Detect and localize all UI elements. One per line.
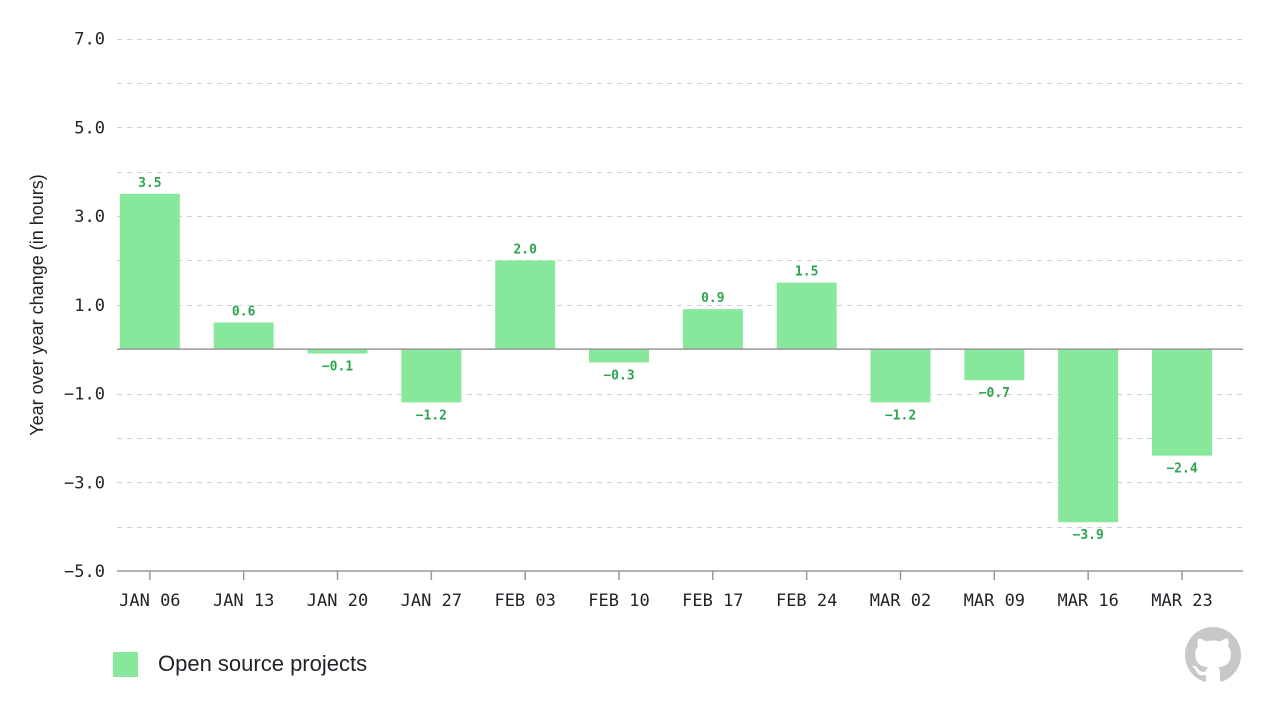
bar bbox=[213, 322, 274, 350]
data-label: 2.0 bbox=[513, 242, 537, 257]
x-tick-label: FEB 10 bbox=[588, 591, 649, 611]
x-tick-label: JAN 20 bbox=[307, 591, 368, 611]
y-tick-label: 1.0 bbox=[74, 296, 105, 316]
bar bbox=[1152, 349, 1213, 456]
x-tick-label: FEB 17 bbox=[682, 591, 743, 611]
y-axis-label: Year over year change (in hours) bbox=[27, 174, 47, 435]
y-tick-label: 5.0 bbox=[74, 118, 105, 138]
data-label: −0.1 bbox=[322, 360, 353, 375]
data-label: 1.5 bbox=[795, 265, 818, 280]
data-label: −1.2 bbox=[885, 408, 916, 423]
x-tick-label: JAN 27 bbox=[401, 591, 462, 611]
github-icon bbox=[1185, 627, 1241, 682]
legend-label: Open source projects bbox=[158, 651, 368, 676]
bar bbox=[776, 282, 837, 350]
y-tick-label: −3.0 bbox=[64, 473, 105, 493]
x-tick-label: MAR 02 bbox=[870, 591, 931, 611]
x-tick-label: MAR 23 bbox=[1151, 591, 1212, 611]
data-label: 3.5 bbox=[138, 176, 161, 191]
x-tick-label: MAR 16 bbox=[1057, 591, 1118, 611]
y-tick-label: −5.0 bbox=[64, 562, 105, 582]
bar bbox=[870, 349, 931, 403]
x-tick-label: FEB 24 bbox=[776, 591, 837, 611]
bar bbox=[119, 193, 180, 350]
data-label: −0.3 bbox=[603, 368, 634, 383]
legend: Open source projects bbox=[113, 651, 367, 677]
bar bbox=[1058, 349, 1119, 523]
data-label: 0.6 bbox=[232, 305, 256, 320]
x-tick-label: JAN 06 bbox=[119, 591, 180, 611]
data-label: −2.4 bbox=[1166, 462, 1197, 477]
bar bbox=[495, 260, 556, 350]
bar bbox=[307, 349, 368, 354]
bar bbox=[682, 309, 743, 350]
data-label: 0.9 bbox=[701, 291, 724, 306]
bar bbox=[401, 349, 462, 403]
y-tick-label: 3.0 bbox=[74, 207, 105, 227]
data-label: −1.2 bbox=[416, 408, 447, 423]
x-tick-label: MAR 09 bbox=[964, 591, 1025, 611]
x-tick-label: JAN 13 bbox=[213, 591, 274, 611]
data-label: −0.7 bbox=[979, 386, 1010, 401]
data-label: −3.9 bbox=[1073, 528, 1104, 543]
bar bbox=[964, 349, 1025, 381]
bar bbox=[589, 349, 650, 363]
y-tick-label: 7.0 bbox=[74, 30, 105, 50]
legend-swatch bbox=[113, 651, 138, 677]
y-tick-label: −1.0 bbox=[64, 385, 105, 405]
x-tick-label: FEB 03 bbox=[494, 591, 555, 611]
